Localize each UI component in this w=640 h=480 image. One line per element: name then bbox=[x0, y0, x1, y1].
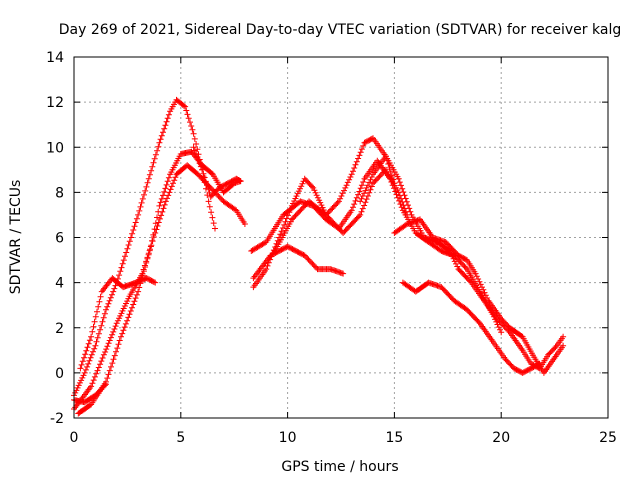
series-marker-path bbox=[391, 216, 567, 376]
x-axis-label: GPS time / hours bbox=[281, 459, 398, 475]
series-marker-path bbox=[71, 162, 248, 412]
y-tick-label: 12 bbox=[46, 95, 64, 111]
series-track-4 bbox=[77, 275, 159, 372]
y-tick-label: 8 bbox=[55, 185, 64, 201]
y-tick-label: 10 bbox=[46, 140, 64, 156]
x-tick-label: 0 bbox=[70, 430, 79, 446]
series-track-7 bbox=[250, 135, 398, 291]
series-track-12 bbox=[391, 216, 567, 376]
series-track-6 bbox=[190, 144, 244, 200]
axis-ticks: 0 5 10 15 20 25 -2 0 2 4 6 8 10 12 14 bbox=[46, 50, 617, 446]
x-tick-label: 25 bbox=[599, 430, 617, 446]
series-marker-path bbox=[77, 275, 159, 372]
series-marker-path bbox=[71, 96, 218, 399]
series-marker-path bbox=[357, 153, 567, 372]
series-marker-path bbox=[250, 135, 398, 291]
data-marks bbox=[71, 96, 567, 417]
chart-title: Day 269 of 2021, Sidereal Day-to-day VTE… bbox=[59, 22, 621, 38]
y-axis-label: SDTVAR / TECUs bbox=[8, 180, 24, 295]
x-tick-label: 10 bbox=[279, 430, 297, 446]
series-track-1 bbox=[71, 96, 218, 399]
series-marker-path bbox=[250, 243, 347, 282]
y-tick-label: 6 bbox=[55, 231, 64, 247]
series-marker-path bbox=[399, 279, 543, 376]
y-tick-label: 4 bbox=[55, 276, 64, 292]
x-tick-label: 20 bbox=[492, 430, 510, 446]
series-track-2 bbox=[71, 162, 248, 412]
y-tick-label: 14 bbox=[46, 50, 64, 66]
series-track-13 bbox=[399, 279, 543, 376]
y-tick-label: 2 bbox=[55, 321, 64, 337]
y-tick-label: 0 bbox=[55, 366, 64, 382]
y-tick-label: -2 bbox=[50, 411, 64, 427]
series-track-10 bbox=[271, 166, 411, 254]
x-tick-label: 5 bbox=[176, 430, 185, 446]
series-marker-path bbox=[271, 166, 411, 254]
series-track-11 bbox=[357, 153, 567, 372]
series-marker-path bbox=[190, 144, 244, 200]
x-tick-label: 15 bbox=[385, 430, 403, 446]
series-track-9 bbox=[250, 243, 347, 282]
